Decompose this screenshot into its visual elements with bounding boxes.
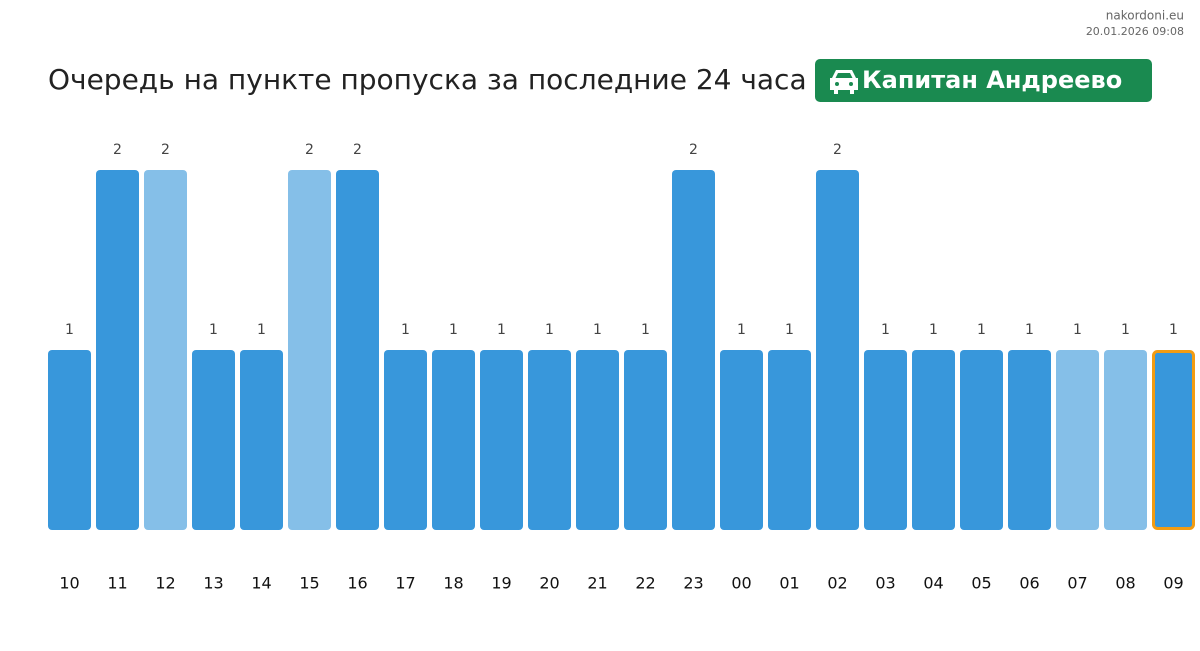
bar — [1104, 350, 1147, 530]
value-label: 1 — [209, 322, 218, 338]
value-label: 2 — [353, 142, 362, 158]
bar — [480, 350, 523, 530]
x-tick-label: 11 — [107, 574, 127, 593]
bar — [1056, 350, 1099, 530]
bar — [384, 350, 427, 530]
x-tick-label: 04 — [923, 574, 943, 593]
x-tick-label: 23 — [683, 574, 703, 593]
bar — [912, 350, 955, 530]
x-tick-label: 18 — [443, 574, 463, 593]
value-label: 1 — [785, 322, 794, 338]
x-tick-label: 14 — [251, 574, 271, 593]
bar — [1008, 350, 1051, 530]
value-label: 1 — [593, 322, 602, 338]
value-label: 2 — [161, 142, 170, 158]
value-label: 1 — [977, 322, 986, 338]
chart-title: Очередь на пункте пропуска за последние … — [48, 63, 807, 96]
x-tick-label: 22 — [635, 574, 655, 593]
x-tick-label: 20 — [539, 574, 559, 593]
x-tick-label: 03 — [875, 574, 895, 593]
timestamp: 20.01.2026 09:08 — [1086, 25, 1184, 38]
bar — [672, 170, 715, 530]
x-tick-label: 15 — [299, 574, 319, 593]
x-tick-label: 06 — [1019, 574, 1039, 593]
bar — [288, 170, 331, 530]
bar — [864, 350, 907, 530]
badge — [815, 59, 1152, 102]
bar — [624, 350, 667, 530]
x-tick-label: 09 — [1163, 574, 1183, 593]
x-tick-label: 10 — [59, 574, 79, 593]
value-label: 1 — [881, 322, 890, 338]
x-tick-label: 07 — [1067, 574, 1087, 593]
bar — [960, 350, 1003, 530]
bar — [720, 350, 763, 530]
value-label: 1 — [497, 322, 506, 338]
x-tick-label: 17 — [395, 574, 415, 593]
value-label: 2 — [113, 142, 122, 158]
bar — [528, 350, 571, 530]
x-tick-label: 00 — [731, 574, 751, 593]
x-tick-label: 02 — [827, 574, 847, 593]
bar — [1152, 350, 1195, 530]
value-label: 2 — [305, 142, 314, 158]
value-label: 1 — [65, 322, 74, 338]
value-label: 1 — [1073, 322, 1082, 338]
x-tick-label: 12 — [155, 574, 175, 593]
value-label: 2 — [833, 142, 842, 158]
value-label: 1 — [401, 322, 410, 338]
value-label: 1 — [1169, 322, 1178, 338]
bar — [576, 350, 619, 530]
x-tick-label: 19 — [491, 574, 511, 593]
x-tick-label: 05 — [971, 574, 991, 593]
value-label: 1 — [1121, 322, 1130, 338]
bar — [96, 170, 139, 530]
value-label: 1 — [1025, 322, 1034, 338]
value-label: 1 — [257, 322, 266, 338]
value-label: 2 — [689, 142, 698, 158]
value-label: 1 — [737, 322, 746, 338]
x-tick-label: 08 — [1115, 574, 1135, 593]
badge-text: Капитан Андреево — [862, 66, 1122, 94]
car-icon — [830, 70, 858, 94]
value-label: 1 — [449, 322, 458, 338]
source: nakordoni.eu — [1106, 9, 1184, 23]
x-tick-label: 21 — [587, 574, 607, 593]
bar — [432, 350, 475, 530]
bar — [816, 170, 859, 530]
value-label: 1 — [929, 322, 938, 338]
x-tick-label: 01 — [779, 574, 799, 593]
bar — [240, 350, 283, 530]
bar — [48, 350, 91, 530]
value-label: 1 — [641, 322, 650, 338]
bar — [144, 170, 187, 530]
bar — [192, 350, 235, 530]
x-tick-label: 13 — [203, 574, 223, 593]
bar — [768, 350, 811, 530]
value-label: 1 — [545, 322, 554, 338]
bar — [336, 170, 379, 530]
x-tick-label: 16 — [347, 574, 367, 593]
